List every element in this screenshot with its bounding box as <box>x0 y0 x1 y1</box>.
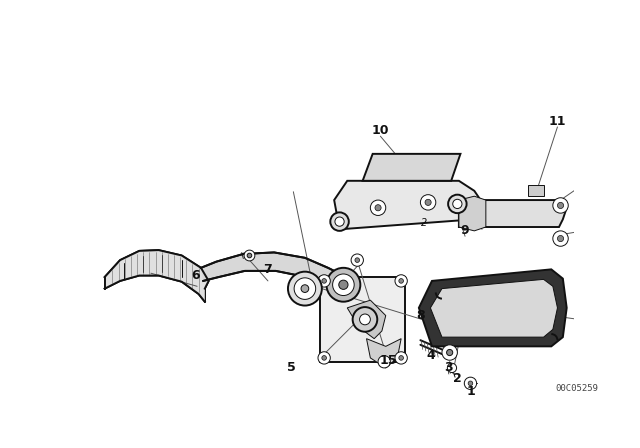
Text: 1: 1 <box>466 384 475 397</box>
Text: 3: 3 <box>444 362 452 375</box>
Circle shape <box>288 271 322 306</box>
Circle shape <box>375 205 381 211</box>
Circle shape <box>353 307 378 332</box>
Circle shape <box>351 254 364 266</box>
Text: 00C05259: 00C05259 <box>555 384 598 393</box>
Text: 11: 11 <box>548 115 566 128</box>
Polygon shape <box>528 185 543 196</box>
Circle shape <box>339 280 348 289</box>
Polygon shape <box>431 280 557 337</box>
Text: 10: 10 <box>372 124 389 137</box>
Circle shape <box>553 198 568 213</box>
Circle shape <box>301 285 308 293</box>
Polygon shape <box>348 300 386 339</box>
Circle shape <box>553 231 568 246</box>
Text: 8: 8 <box>416 309 425 322</box>
Circle shape <box>442 345 458 360</box>
Circle shape <box>448 195 467 213</box>
Circle shape <box>399 279 403 283</box>
Circle shape <box>464 377 477 389</box>
Polygon shape <box>363 154 460 181</box>
Text: 2: 2 <box>421 218 428 228</box>
Circle shape <box>294 278 316 299</box>
Text: 5: 5 <box>287 362 296 375</box>
Text: 2: 2 <box>453 372 461 385</box>
Circle shape <box>399 356 403 360</box>
Circle shape <box>360 314 371 325</box>
Circle shape <box>371 200 386 215</box>
Polygon shape <box>105 250 209 302</box>
Polygon shape <box>201 252 344 294</box>
Polygon shape <box>419 269 566 346</box>
Circle shape <box>425 199 431 206</box>
Circle shape <box>322 356 326 360</box>
Text: 15: 15 <box>380 354 397 367</box>
Circle shape <box>447 349 452 356</box>
Circle shape <box>333 274 354 296</box>
Circle shape <box>395 352 407 364</box>
Polygon shape <box>367 339 401 368</box>
Text: 7: 7 <box>264 263 272 276</box>
Circle shape <box>395 275 407 287</box>
Circle shape <box>318 275 330 287</box>
Circle shape <box>468 381 473 386</box>
Polygon shape <box>334 181 486 229</box>
Polygon shape <box>459 196 486 231</box>
Circle shape <box>244 250 255 261</box>
Circle shape <box>247 253 252 258</box>
Polygon shape <box>320 277 405 362</box>
Text: 4: 4 <box>427 349 436 362</box>
Circle shape <box>557 236 564 241</box>
Polygon shape <box>459 200 566 227</box>
Circle shape <box>330 212 349 231</box>
Circle shape <box>318 352 330 364</box>
Circle shape <box>557 202 564 208</box>
Circle shape <box>326 268 360 302</box>
Circle shape <box>452 199 462 208</box>
Circle shape <box>447 363 456 373</box>
Circle shape <box>355 258 360 263</box>
Circle shape <box>378 356 390 368</box>
Text: 6: 6 <box>191 269 200 282</box>
Circle shape <box>420 195 436 210</box>
Text: 9: 9 <box>461 224 469 237</box>
Circle shape <box>335 217 344 226</box>
Circle shape <box>322 279 326 283</box>
